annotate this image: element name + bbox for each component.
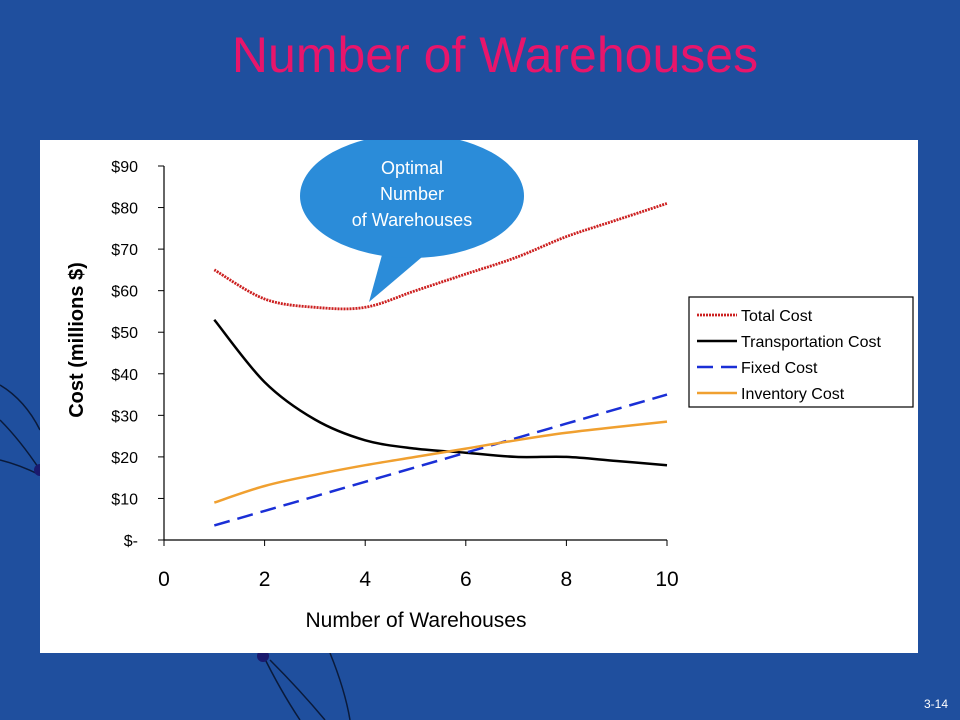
- y-tick-label: $20: [111, 450, 138, 467]
- callout-line: of Warehouses: [352, 210, 472, 230]
- callout-text: Optimal Number of Warehouses: [352, 158, 472, 230]
- x-tick-label: 0: [158, 568, 170, 591]
- y-tick-label: $10: [111, 491, 138, 508]
- x-tick-label: 4: [359, 568, 371, 591]
- series-line-transportation-cost: [213, 318, 668, 467]
- x-tick-label: 6: [460, 568, 472, 591]
- slide-title: Number of Warehouses: [231, 27, 759, 83]
- chart-legend: Total Cost Transportation Cost Fixed Cost I…: [688, 296, 914, 408]
- y-tick-label: $70: [111, 242, 138, 259]
- y-tick-label: $80: [111, 201, 138, 218]
- series-line-fixed-cost: [213, 393, 668, 527]
- y-tick-label: $30: [111, 408, 138, 425]
- legend-label: Fixed Cost: [741, 360, 818, 377]
- x-axis-label: Number of Warehouses: [306, 609, 527, 632]
- y-tick-label: $50: [111, 325, 138, 342]
- y-axis-label: Cost (millions $): [66, 262, 88, 418]
- chart-axes: $- $10 $20 $30 $40 $50 $60 $70 $80 $90 0 2 4 6 8 10: [111, 159, 678, 591]
- line-chart: $- $10 $20 $30 $40 $50 $60 $70 $80 $90 0 2 4 6 8 10 Opt…: [66, 140, 914, 632]
- optimal-callout: Optimal Number of Warehouses: [300, 140, 524, 302]
- x-tick-label: 10: [655, 568, 678, 591]
- legend-label: Inventory Cost: [741, 386, 845, 403]
- slide-number: 3-14: [923, 697, 948, 711]
- legend-box: [688, 296, 914, 408]
- callout-bubble: [300, 140, 524, 258]
- callout-line: Optimal: [381, 158, 443, 178]
- x-tick-label: 2: [259, 568, 271, 591]
- y-tick-label: $90: [111, 159, 138, 176]
- y-tick-label: $-: [124, 533, 138, 550]
- callout-pointer: [369, 244, 435, 302]
- legend-label: Transportation Cost: [741, 334, 881, 351]
- y-tick-label: $40: [111, 367, 138, 384]
- series-line-total-cost: [213, 202, 668, 311]
- legend-label: Total Cost: [741, 308, 813, 325]
- x-tick-label: 8: [561, 568, 573, 591]
- y-tick-label: $60: [111, 284, 138, 301]
- callout-line: Number: [380, 184, 444, 204]
- series-layer: [213, 202, 668, 527]
- series-line-inventory-cost: [213, 420, 668, 504]
- chart-panel: $- $10 $20 $30 $40 $50 $60 $70 $80 $90 0 2 4 6 8 10 Opt…: [40, 140, 918, 653]
